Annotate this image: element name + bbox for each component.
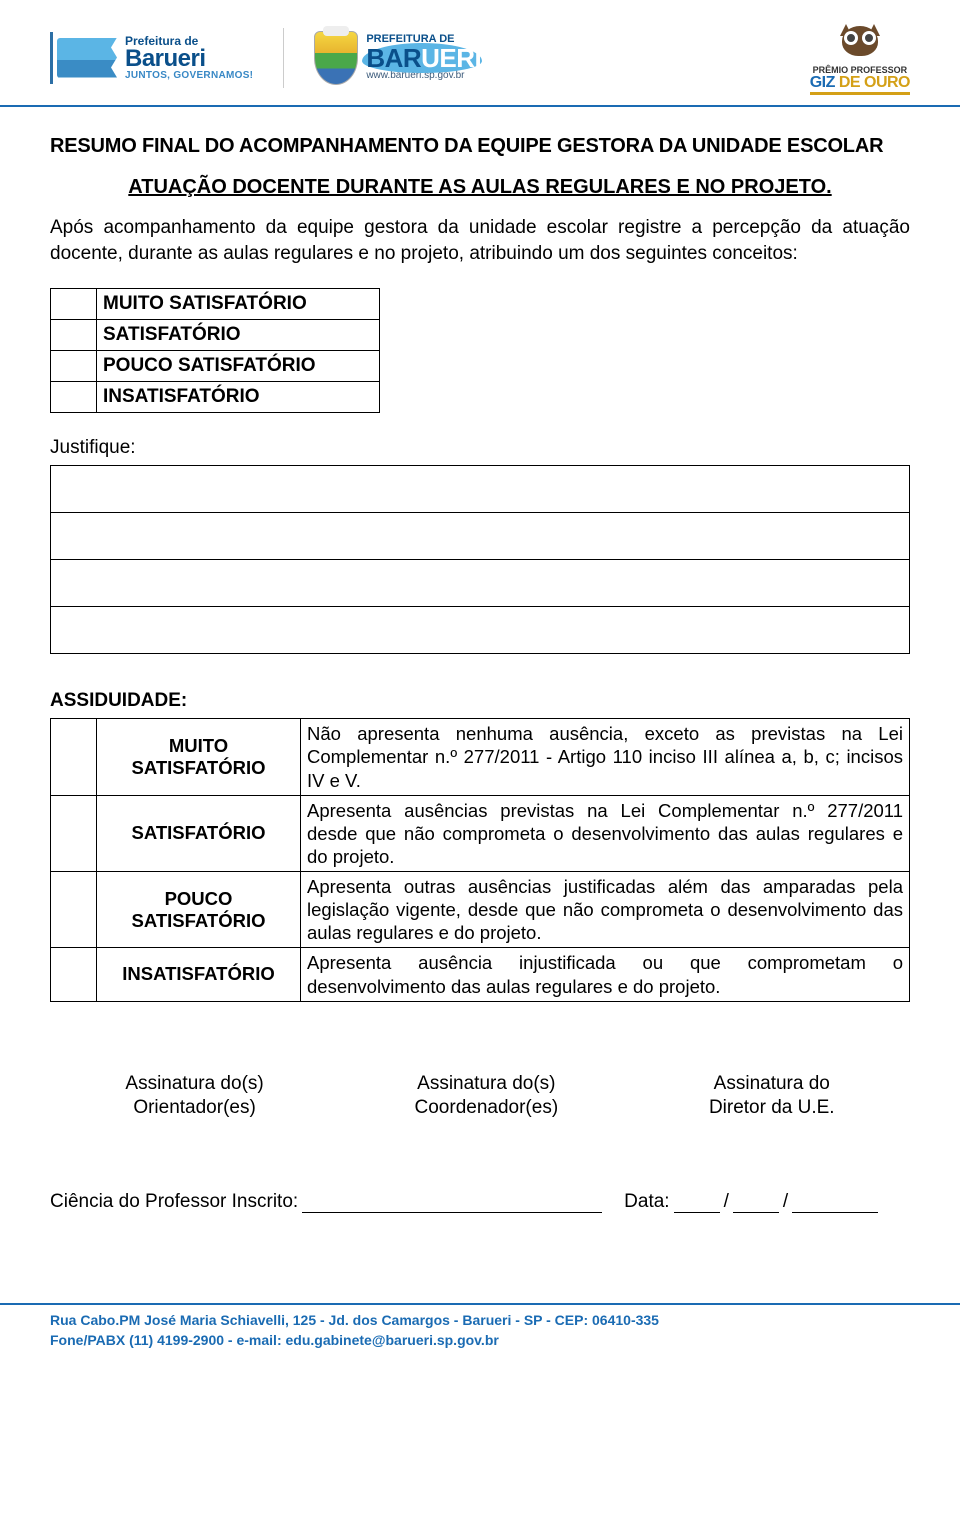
justify-label: Justifique:: [50, 437, 910, 459]
assid-checkbox[interactable]: [51, 719, 97, 795]
assid-row: SATISFATÓRIOApresenta ausências prevista…: [51, 795, 910, 871]
footer-contact: Fone/PABX (11) 4199-2900 - e-mail: edu.g…: [50, 1331, 910, 1351]
justify-line[interactable]: [51, 560, 910, 607]
justify-lines: [50, 465, 910, 654]
rating-row: INSATISFATÓRIO: [51, 382, 380, 413]
rating-checkbox[interactable]: [51, 351, 97, 382]
assid-checkbox[interactable]: [51, 948, 97, 1001]
footer-address: Rua Cabo.PM José Maria Schiavelli, 125 -…: [50, 1311, 910, 1331]
ratings-table: MUITO SATISFATÓRIOSATISFATÓRIOPOUCO SATI…: [50, 288, 380, 413]
assid-description: Não apresenta nenhuma ausência, exceto a…: [301, 719, 910, 795]
justify-line[interactable]: [51, 607, 910, 654]
rating-label: POUCO SATISFATÓRIO: [97, 351, 380, 382]
assid-row: MUITOSATISFATÓRIONão apresenta nenhuma a…: [51, 719, 910, 795]
assid-description: Apresenta ausências previstas na Lei Com…: [301, 795, 910, 871]
award-badge: PRÊMIO PROFESSOR GIZ DE OURO: [810, 20, 910, 95]
assid-label: POUCOSATISFATÓRIO: [97, 872, 301, 948]
logo-prefeitura-1: Prefeitura de Barueri JUNTOS, GOVERNAMOS…: [50, 32, 253, 84]
justify-line[interactable]: [51, 466, 910, 513]
justify-line[interactable]: [51, 513, 910, 560]
crest-icon: [314, 31, 358, 85]
rating-row: POUCO SATISFATÓRIO: [51, 351, 380, 382]
rating-label: MUITO SATISFATÓRIO: [97, 289, 380, 320]
page-footer: Rua Cabo.PM José Maria Schiavelli, 125 -…: [0, 1303, 960, 1370]
signature-orientador: Assinatura do(s) Orientador(es): [125, 1072, 263, 1121]
page-header: Prefeitura de Barueri JUNTOS, GOVERNAMOS…: [0, 0, 960, 107]
signature-coordenador: Assinatura do(s) Coordenador(es): [415, 1072, 559, 1121]
rating-row: MUITO SATISFATÓRIO: [51, 289, 380, 320]
assid-label: SATISFATÓRIO: [97, 795, 301, 871]
intro-paragraph: Após acompanhamento da equipe gestora da…: [50, 215, 910, 266]
ciencia-label: Ciência do Professor Inscrito:: [50, 1191, 298, 1213]
badge-line2: GIZ DE OURO: [810, 75, 910, 91]
assiduidade-heading: ASSIDUIDADE:: [50, 690, 910, 712]
date-year-line[interactable]: [792, 1195, 878, 1213]
date-month-line[interactable]: [733, 1195, 779, 1213]
rating-checkbox[interactable]: [51, 289, 97, 320]
ciencia-row: Ciência do Professor Inscrito: Data: / /: [50, 1191, 910, 1213]
assid-checkbox[interactable]: [51, 795, 97, 871]
logo1-tag: JUNTOS, GOVERNAMOS!: [125, 71, 253, 81]
logo1-main: Barueri: [125, 47, 253, 71]
assid-checkbox[interactable]: [51, 872, 97, 948]
assid-description: Apresenta outras ausências justificadas …: [301, 872, 910, 948]
header-divider: [283, 28, 284, 88]
ciencia-signature-line[interactable]: [302, 1195, 602, 1213]
assid-row: POUCOSATISFATÓRIOApresenta outras ausênc…: [51, 872, 910, 948]
rating-row: SATISFATÓRIO: [51, 320, 380, 351]
signatures-row: Assinatura do(s) Orientador(es) Assinatu…: [50, 1072, 910, 1121]
assid-description: Apresenta ausência injustificada ou que …: [301, 948, 910, 1001]
date-day-line[interactable]: [674, 1195, 720, 1213]
assid-label: INSATISFATÓRIO: [97, 948, 301, 1001]
rating-label: SATISFATÓRIO: [97, 320, 380, 351]
logo-prefeitura-2: PREFEITURA DE BARUERI www.barueri.sp.gov…: [314, 31, 481, 85]
rating-checkbox[interactable]: [51, 382, 97, 413]
rating-label: INSATISFATÓRIO: [97, 382, 380, 413]
rating-checkbox[interactable]: [51, 320, 97, 351]
date-label: Data:: [624, 1191, 669, 1213]
page-subtitle: ATUAÇÃO DOCENTE DURANTE AS AULAS REGULAR…: [50, 176, 910, 199]
logo2-main: BARUERI: [366, 45, 481, 71]
page-title: RESUMO FINAL DO ACOMPANHAMENTO DA EQUIPE…: [50, 135, 910, 158]
assiduidade-table: MUITOSATISFATÓRIONão apresenta nenhuma a…: [50, 718, 910, 1001]
owl-icon: [838, 26, 882, 62]
assid-row: INSATISFATÓRIOApresenta ausência injusti…: [51, 948, 910, 1001]
signature-diretor: Assinatura do Diretor da U.E.: [709, 1072, 835, 1121]
assid-label: MUITOSATISFATÓRIO: [97, 719, 301, 795]
